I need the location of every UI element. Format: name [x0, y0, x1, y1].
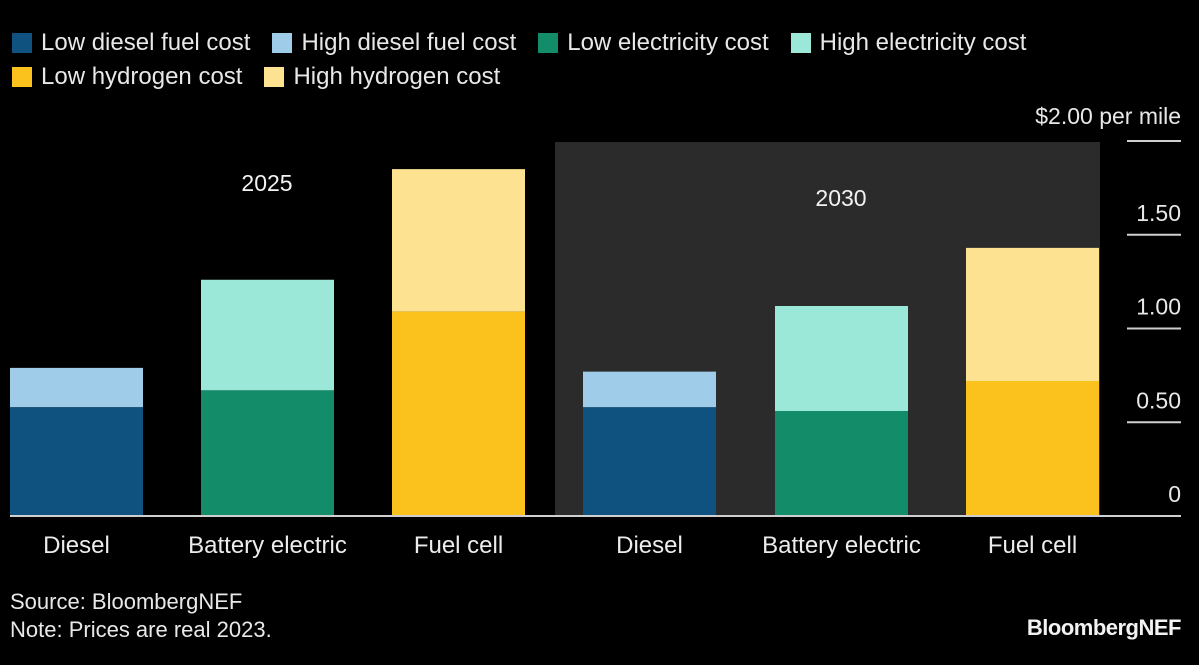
legend-swatch	[790, 33, 811, 53]
note-text: Note: Prices are real 2023.	[10, 617, 272, 642]
legend-item: High electricity cost	[790, 29, 1027, 57]
bar-segment-high	[966, 247, 1099, 381]
legend-label: Low hydrogen cost	[41, 63, 243, 90]
legend-swatch	[538, 33, 559, 53]
x-category-label: Diesel	[616, 532, 683, 559]
y-tick-label: 0	[1168, 481, 1181, 507]
bar-segment-high	[201, 279, 334, 391]
legend-swatch	[12, 67, 32, 87]
legend-swatch	[264, 67, 285, 87]
y-unit-label: $2.00 per mile	[1035, 103, 1181, 129]
source-text: Source: BloombergNEF	[10, 589, 243, 614]
x-category-label: Diesel	[43, 532, 110, 559]
bar-segment-low	[10, 407, 143, 516]
bar-segment-low	[392, 311, 525, 516]
legend-swatch	[272, 33, 293, 53]
legend-label: Low electricity cost	[567, 29, 769, 56]
legend-label: High hydrogen cost	[293, 63, 501, 90]
bar-segment-low	[583, 407, 716, 516]
bar-segment-low	[201, 390, 334, 516]
legend-row: Low hydrogen cost High hydrogen cost	[12, 60, 1182, 94]
legend-swatch	[12, 33, 32, 53]
legend-row: Low diesel fuel cost High diesel fuel cos…	[12, 26, 1182, 60]
source-note: Source: BloombergNEF Note: Prices are re…	[10, 588, 272, 644]
x-category-label: Battery electric	[762, 532, 921, 559]
brand-logo: BloombergNEF	[1026, 615, 1182, 640]
chart-legend: Low diesel fuel cost High diesel fuel cos…	[12, 26, 1182, 94]
bar-segment-high	[775, 306, 908, 411]
y-tick-label: 1.00	[1136, 294, 1181, 320]
legend-label: High diesel fuel cost	[301, 29, 517, 56]
bar-segment-low	[966, 381, 1099, 516]
legend-item: High hydrogen cost	[264, 63, 500, 91]
bar-segment-high	[392, 169, 525, 312]
x-category-label: Battery electric	[188, 532, 347, 559]
legend-label: High electricity cost	[819, 29, 1027, 56]
legend-item: Low electricity cost	[538, 29, 769, 57]
x-category-label: Fuel cell	[414, 532, 503, 559]
y-tick-label: 0.50	[1136, 387, 1181, 413]
bar-segment-low	[775, 411, 908, 516]
y-tick-label: 1.50	[1136, 200, 1181, 226]
legend-item: Low diesel fuel cost	[12, 29, 250, 57]
group-year-label: 2025	[241, 170, 292, 196]
legend-label: Low diesel fuel cost	[41, 29, 251, 56]
legend-item: High diesel fuel cost	[272, 29, 516, 57]
bar-segment-high	[10, 367, 143, 408]
group-year-label: 2030	[815, 185, 866, 211]
x-category-label: Fuel cell	[988, 532, 1077, 559]
legend-item: Low hydrogen cost	[12, 63, 242, 91]
bar-segment-high	[583, 371, 716, 408]
